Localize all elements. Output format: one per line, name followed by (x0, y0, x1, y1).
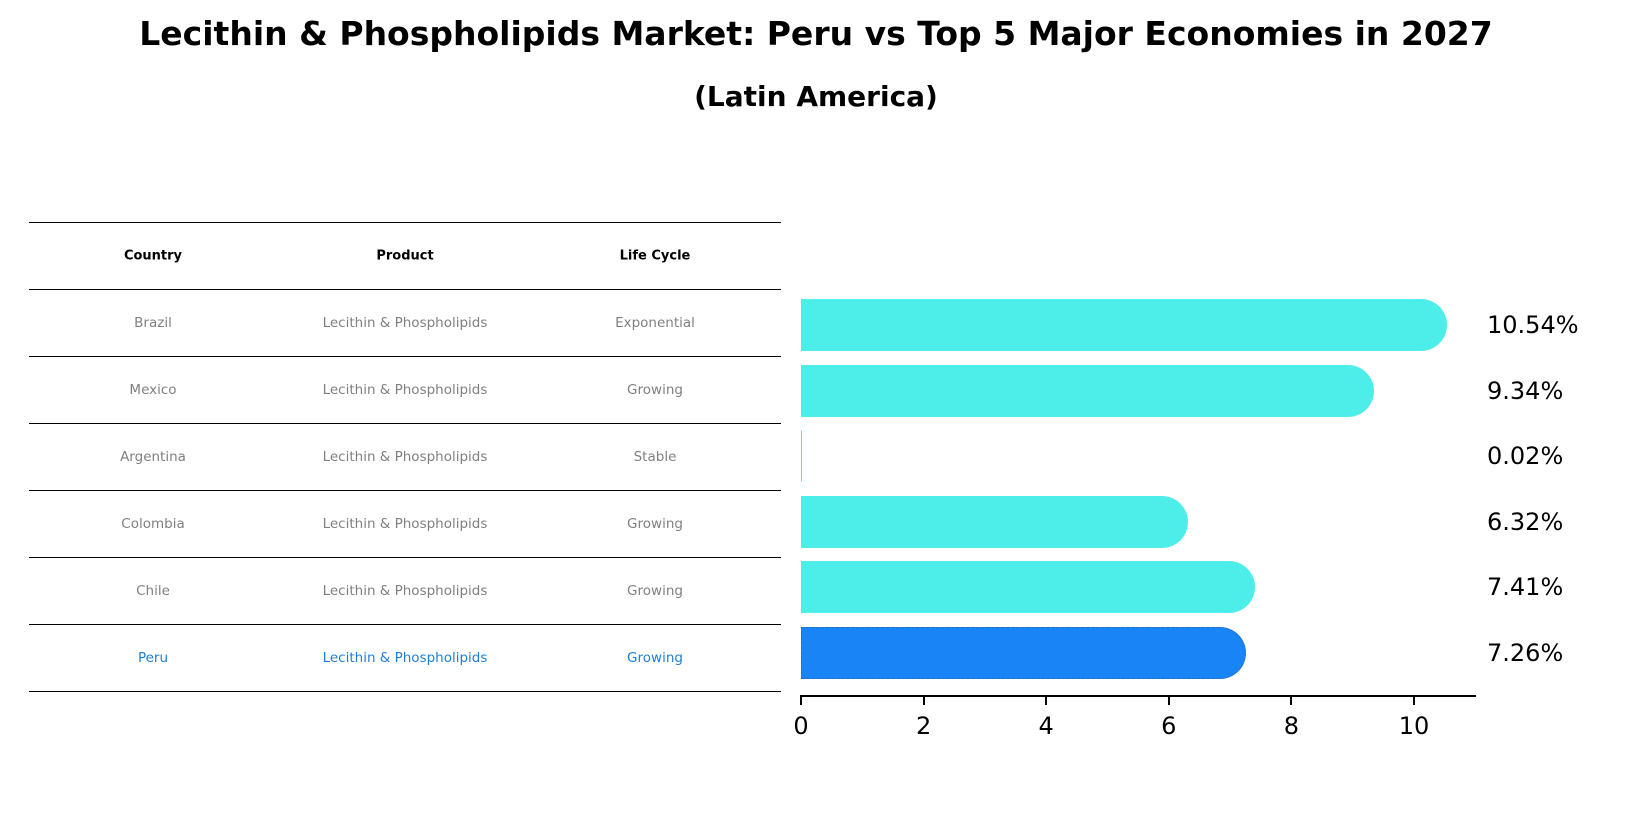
bar-chile (801, 561, 1256, 614)
table-cell: Chile (136, 582, 170, 599)
x-tick (1167, 697, 1170, 705)
table-cell: Lecithin & Phospholipids (322, 381, 488, 398)
bar-mexico (801, 364, 1374, 417)
x-tick-label: 0 (793, 712, 809, 740)
table-divider (29, 423, 781, 425)
x-tick (1290, 697, 1293, 705)
table-cell: Growing (627, 649, 683, 666)
x-tick-label: 8 (1283, 712, 1300, 740)
table-divider (29, 222, 781, 224)
bar-peru (801, 627, 1247, 679)
table-cell: Lecithin & Phospholipids (322, 448, 488, 465)
table-cell: Exponential (615, 314, 695, 331)
table-cell: Argentina (120, 448, 186, 465)
table-cell: Lecithin & Phospholipids (322, 649, 488, 666)
table-cell: Growing (627, 515, 683, 532)
chart-title: Lecithin & Phospholipids Market: Peru vs… (139, 14, 1493, 53)
x-tick (1413, 697, 1415, 705)
table-cell: Brazil (134, 314, 172, 331)
table-header: Product (376, 248, 434, 263)
table-cell: Colombia (121, 515, 185, 532)
table-cell: Lecithin & Phospholipids (322, 515, 488, 532)
value-label: 6.32% (1487, 507, 1564, 536)
value-label: 10.54% (1487, 311, 1579, 339)
table-cell: Mexico (129, 381, 177, 398)
table-cell: Growing (627, 381, 683, 398)
x-tick-label: 6 (1161, 712, 1177, 740)
table-divider (29, 557, 781, 559)
x-tick (922, 697, 925, 705)
x-tick (800, 697, 802, 705)
x-tick-label: 2 (915, 712, 932, 740)
x-tick-label: 10 (1398, 712, 1430, 740)
value-label: 9.34% (1487, 376, 1564, 405)
bar-colombia (801, 495, 1189, 548)
chart-subtitle: (Latin America) (694, 80, 938, 113)
bar-argentina (801, 430, 803, 483)
x-tick (1045, 697, 1048, 705)
table-cell: Lecithin & Phospholipids (322, 582, 488, 599)
table-divider (29, 289, 781, 291)
table-divider (29, 490, 781, 492)
table-divider (29, 691, 781, 693)
table-divider (29, 356, 781, 358)
table-cell: Lecithin & Phospholipids (322, 314, 488, 331)
table-cell: Stable (633, 448, 677, 465)
table-header: Country (123, 248, 183, 263)
value-label: 0.02% (1487, 442, 1564, 471)
x-tick-label: 4 (1038, 712, 1054, 740)
table-cell: Growing (627, 582, 683, 599)
table-cell: Peru (137, 649, 169, 666)
x-axis (800, 695, 1476, 697)
table-divider (29, 624, 781, 626)
table-header: Life Cycle (619, 248, 691, 263)
value-label: 7.41% (1487, 573, 1564, 602)
bar-brazil (801, 299, 1448, 351)
value-label: 7.26% (1487, 639, 1564, 667)
